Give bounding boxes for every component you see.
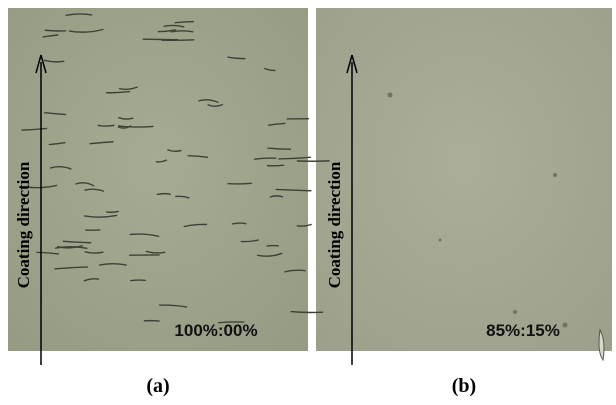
crack bbox=[290, 310, 324, 314]
crack bbox=[44, 29, 67, 32]
crack bbox=[163, 24, 185, 28]
crack bbox=[43, 59, 65, 63]
crack bbox=[44, 111, 67, 116]
crack bbox=[170, 30, 194, 33]
crack bbox=[231, 222, 247, 225]
crack bbox=[296, 223, 312, 227]
crack bbox=[75, 182, 95, 187]
crack bbox=[198, 99, 219, 103]
crack bbox=[142, 38, 179, 41]
crack bbox=[21, 127, 48, 131]
crack bbox=[174, 20, 195, 24]
crack bbox=[157, 29, 177, 33]
crack bbox=[129, 233, 160, 238]
debris bbox=[598, 328, 605, 362]
crack bbox=[269, 195, 284, 198]
crack bbox=[118, 86, 138, 91]
crack bbox=[256, 252, 283, 257]
ratio-label: 85%:15% bbox=[486, 321, 560, 340]
crack bbox=[278, 156, 312, 160]
crack bbox=[65, 13, 93, 16]
crack bbox=[83, 214, 118, 218]
crack bbox=[167, 149, 182, 152]
crack bbox=[284, 269, 306, 273]
panel-label: (b) bbox=[452, 375, 476, 397]
crack bbox=[207, 103, 224, 107]
crack bbox=[227, 182, 252, 185]
crack bbox=[48, 141, 66, 146]
crack bbox=[264, 67, 276, 72]
crack bbox=[84, 251, 104, 254]
crack bbox=[266, 164, 285, 167]
crack bbox=[156, 192, 171, 196]
crack bbox=[187, 154, 209, 158]
crack bbox=[68, 28, 104, 33]
crack bbox=[62, 240, 92, 244]
crack bbox=[268, 122, 286, 126]
panel-label: (a) bbox=[146, 375, 169, 397]
crack bbox=[97, 124, 115, 127]
crack bbox=[158, 304, 188, 308]
crack bbox=[183, 223, 208, 228]
dots-b bbox=[387, 92, 568, 328]
crack bbox=[175, 195, 190, 199]
direction-label: Coating direction bbox=[14, 161, 33, 288]
crack bbox=[145, 250, 166, 254]
crack bbox=[105, 90, 131, 94]
crack bbox=[106, 210, 120, 213]
crack bbox=[54, 246, 88, 249]
crack bbox=[89, 141, 114, 145]
micrograph-b bbox=[316, 8, 612, 351]
crack bbox=[240, 239, 259, 243]
crack bbox=[54, 266, 89, 270]
cracks bbox=[21, 13, 330, 324]
crack bbox=[267, 147, 292, 150]
crack bbox=[49, 166, 72, 170]
crack bbox=[42, 34, 59, 38]
crack bbox=[155, 159, 168, 163]
crack bbox=[118, 116, 134, 120]
micrograph-a bbox=[8, 8, 308, 351]
arrow-head-a bbox=[35, 54, 47, 74]
crack bbox=[98, 263, 127, 266]
direction-label: Coating direction bbox=[325, 161, 344, 288]
crack bbox=[117, 125, 154, 128]
arrow-head-b bbox=[346, 54, 358, 74]
crack bbox=[254, 157, 277, 160]
crack bbox=[227, 56, 246, 60]
crack bbox=[36, 251, 60, 255]
crack bbox=[130, 279, 146, 282]
crack bbox=[56, 245, 83, 249]
crack bbox=[83, 278, 100, 282]
ratio-label: 100%:00% bbox=[174, 321, 257, 340]
crack bbox=[217, 321, 245, 324]
crack bbox=[275, 188, 312, 192]
crack bbox=[84, 188, 105, 192]
